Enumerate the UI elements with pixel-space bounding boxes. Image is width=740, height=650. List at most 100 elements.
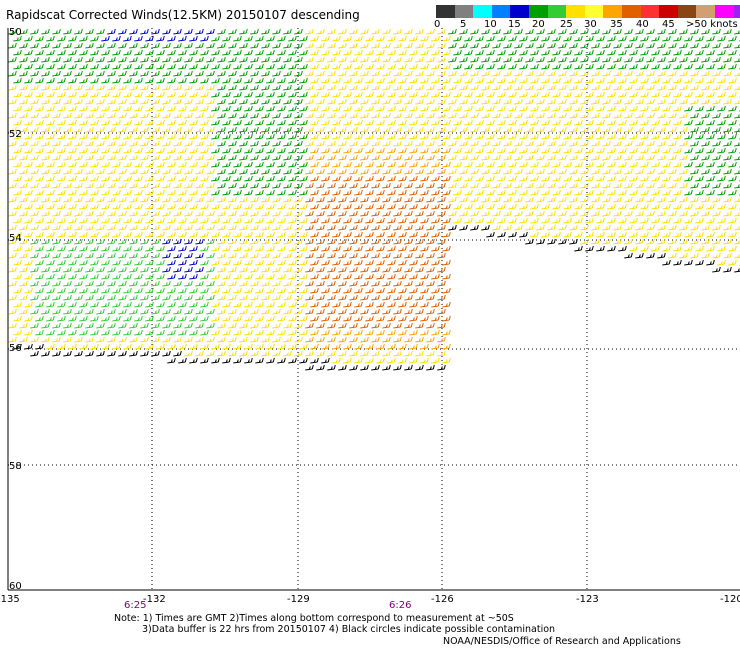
wind-barb bbox=[310, 273, 319, 280]
wind-barb bbox=[8, 140, 17, 147]
wind-barb bbox=[283, 266, 292, 273]
wind-barb bbox=[563, 63, 572, 70]
wind-barb bbox=[233, 259, 242, 266]
wind-barb bbox=[233, 35, 242, 42]
wind-barb bbox=[563, 175, 572, 182]
wind-barb bbox=[624, 126, 633, 133]
wind-barb bbox=[382, 224, 391, 231]
wind-barb bbox=[107, 350, 116, 357]
wind-barb bbox=[156, 329, 165, 336]
wind-barb bbox=[222, 91, 231, 98]
wind-barb bbox=[475, 217, 484, 224]
wind-barb bbox=[624, 98, 633, 105]
wind-barb bbox=[574, 147, 583, 154]
wind-barb bbox=[646, 210, 655, 217]
wind-barb bbox=[217, 280, 226, 287]
wind-barb bbox=[211, 119, 220, 126]
wind-barb bbox=[74, 308, 83, 315]
wind-barb bbox=[277, 175, 286, 182]
wind-barb bbox=[657, 112, 666, 119]
wind-barb bbox=[514, 224, 523, 231]
wind-barb bbox=[316, 196, 325, 203]
wind-barb bbox=[662, 49, 671, 56]
wind-barb bbox=[206, 168, 215, 175]
wind-barb bbox=[46, 105, 55, 112]
wind-barb bbox=[459, 98, 468, 105]
wind-barb bbox=[68, 119, 77, 126]
wind-barb bbox=[305, 252, 314, 259]
wind-barb bbox=[63, 182, 72, 189]
wind-barb bbox=[178, 49, 187, 56]
wind-barb bbox=[63, 322, 72, 329]
wind-barb bbox=[96, 210, 105, 217]
wind-barb bbox=[415, 98, 424, 105]
wind-barb bbox=[200, 245, 209, 252]
wind-barb bbox=[200, 147, 209, 154]
wind-barb bbox=[706, 105, 715, 112]
wind-barb bbox=[96, 140, 105, 147]
wind-barb bbox=[525, 56, 534, 63]
wind-barb bbox=[151, 182, 160, 189]
wind-barb bbox=[206, 266, 215, 273]
wind-barb bbox=[365, 245, 374, 252]
wind-barb bbox=[255, 133, 264, 140]
wind-barb bbox=[305, 266, 314, 273]
wind-barb bbox=[310, 287, 319, 294]
wind-barb bbox=[255, 357, 264, 364]
wind-barb bbox=[151, 308, 160, 315]
wind-barb bbox=[140, 252, 149, 259]
wind-barb bbox=[327, 154, 336, 161]
wind-barb bbox=[211, 343, 220, 350]
wind-barb bbox=[519, 133, 528, 140]
wind-barb bbox=[431, 357, 440, 364]
wind-barb bbox=[728, 203, 737, 210]
wind-barb bbox=[266, 217, 275, 224]
wind-barb bbox=[453, 133, 462, 140]
wind-barb bbox=[222, 147, 231, 154]
wind-barb bbox=[338, 238, 347, 245]
wind-barb bbox=[272, 252, 281, 259]
wind-barb bbox=[145, 91, 154, 98]
wind-barb bbox=[530, 105, 539, 112]
wind-barb bbox=[327, 98, 336, 105]
wind-barb bbox=[184, 70, 193, 77]
wind-barb bbox=[552, 189, 561, 196]
wind-barb bbox=[349, 364, 358, 371]
wind-barb bbox=[514, 56, 523, 63]
wind-barb bbox=[63, 350, 72, 357]
wind-barb bbox=[184, 224, 193, 231]
wind-barb bbox=[701, 28, 710, 35]
wind-barb bbox=[734, 30, 740, 35]
wind-barb bbox=[129, 84, 138, 91]
wind-barb bbox=[618, 217, 627, 224]
wind-barb bbox=[52, 182, 61, 189]
wind-barb bbox=[129, 28, 138, 35]
wind-barb bbox=[233, 217, 242, 224]
wind-barb bbox=[607, 245, 616, 252]
wind-barb bbox=[497, 133, 506, 140]
wind-barb bbox=[266, 133, 275, 140]
wind-barb bbox=[63, 252, 72, 259]
wind-barb bbox=[717, 147, 726, 154]
wind-barb bbox=[591, 168, 600, 175]
wind-barb bbox=[206, 308, 215, 315]
legend-label-40: 40 bbox=[636, 19, 649, 30]
wind-barb bbox=[354, 231, 363, 238]
wind-barb bbox=[288, 203, 297, 210]
wind-barb bbox=[734, 184, 740, 189]
wind-barb bbox=[63, 168, 72, 175]
wind-barb bbox=[327, 42, 336, 49]
legend-swatch bbox=[640, 5, 660, 18]
wind-barb bbox=[651, 147, 660, 154]
wind-barb bbox=[536, 126, 545, 133]
wind-barb bbox=[321, 259, 330, 266]
wind-barb bbox=[266, 91, 275, 98]
wind-barb bbox=[596, 63, 605, 70]
wind-barb bbox=[503, 70, 512, 77]
wind-barb bbox=[668, 98, 677, 105]
wind-barb bbox=[734, 254, 740, 259]
wind-barb bbox=[338, 266, 347, 273]
wind-barb bbox=[145, 77, 154, 84]
wind-barb bbox=[211, 203, 220, 210]
wind-barb bbox=[563, 133, 572, 140]
